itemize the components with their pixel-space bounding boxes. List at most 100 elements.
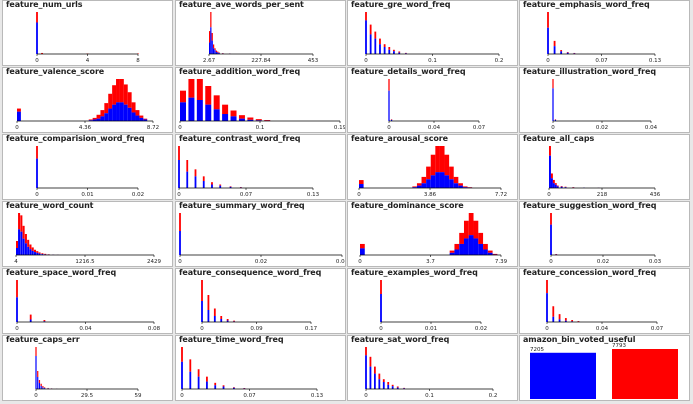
x-tick-label: 0: [15, 125, 19, 131]
bar-class1: [439, 146, 445, 173]
x-tick-label: 0.2: [489, 393, 498, 399]
bar-class1: [435, 146, 440, 173]
x-tick-label: 0.07: [243, 393, 256, 399]
bar-class1: [211, 33, 213, 41]
bar-class1: [416, 183, 422, 186]
bar-class0: [247, 119, 254, 121]
bar-class1: [41, 253, 44, 255]
x-tick-label: 0: [178, 125, 182, 131]
x-tick-label: 0: [545, 326, 549, 332]
chart-svg: 0 0.04 0.07: [545, 280, 664, 332]
bar-class1: [211, 182, 213, 185]
bar-class0: [378, 379, 381, 389]
bar-class0: [373, 373, 376, 389]
bar-class1: [38, 252, 41, 254]
bar-class0: [214, 50, 216, 54]
bar-class1: [558, 314, 561, 320]
x-tick-label: 0.02: [596, 125, 608, 131]
bar-class0: [44, 388, 46, 389]
bar-class1: [188, 79, 195, 98]
bar-class0: [36, 158, 38, 188]
class-count-bar: [530, 352, 596, 399]
x-tick-label: 0.02: [255, 259, 267, 265]
bar-class1: [560, 50, 563, 52]
bar-class1: [135, 110, 140, 116]
bar-class1: [123, 84, 128, 105]
bar-class0: [449, 252, 455, 255]
chart-svg: 0 0.04 0.07: [387, 79, 486, 131]
chart-panel-feature_gre_word_freq: feature_gre_word_freq 0 0.1 0.2: [347, 0, 518, 66]
bar-class1: [264, 120, 271, 121]
bar-class1: [181, 347, 183, 362]
bar-class1: [104, 103, 109, 114]
bar-class0: [554, 119, 557, 121]
x-tick-label: 0: [551, 125, 555, 131]
x-tick-label: 0: [34, 393, 38, 399]
bar-class1: [35, 347, 37, 356]
bar-class1: [365, 12, 367, 21]
bar-class0: [435, 172, 440, 188]
x-tick-label: 4: [14, 259, 18, 265]
bar-class1: [179, 213, 181, 231]
x-tick-label: 0: [364, 58, 368, 64]
x-tick-label: 0.07: [473, 125, 486, 131]
bar-class1: [42, 386, 44, 388]
chart-svg: 0 4 8: [35, 12, 140, 64]
x-tick-label: 0: [180, 393, 184, 399]
x-tick-label: 0.02: [132, 192, 144, 198]
x-tick-label: 453: [308, 58, 319, 64]
x-tick-label: 0.02: [475, 326, 487, 332]
chart-svg: 0 0.1 0.2: [364, 347, 498, 399]
chart-panel-feature_all_caps: feature_all_caps 0 218 436: [519, 134, 690, 200]
bar-class1: [552, 306, 555, 317]
chart-title: feature_contrast_word_freq: [179, 134, 301, 143]
chart-title: feature_sat_word_freq: [351, 335, 450, 344]
bar-class1: [390, 119, 393, 120]
bar-class0: [186, 171, 189, 188]
bar-class0: [222, 114, 229, 121]
bar-class1: [426, 166, 431, 180]
bar-class0: [360, 248, 365, 255]
chart-panel-feature_emphasis_word_freq: feature_emphasis_word_freq 0 0.07 0.13: [519, 0, 690, 66]
bar-class1: [143, 118, 148, 120]
bar-class1: [393, 49, 395, 52]
bar-class1: [380, 280, 382, 294]
class-count-bar: [612, 349, 678, 399]
x-tick-label: 2.67: [203, 58, 216, 64]
chart-panel-feature_caps_err: feature_caps_err 0 29.5 59: [2, 335, 173, 401]
bar-class0: [123, 104, 128, 121]
x-tick-label: 7.72: [495, 192, 507, 198]
bar-class1: [116, 79, 120, 103]
bar-class1: [112, 85, 117, 105]
chart-title: feature_emphasis_word_freq: [523, 0, 650, 9]
bar-class1: [24, 234, 27, 244]
bar-class1: [22, 225, 25, 239]
bar-class1: [202, 176, 205, 181]
chart-title: feature_suggestion_word_freq: [523, 201, 657, 210]
bar-class0: [468, 235, 474, 255]
bar-class0: [38, 253, 41, 255]
bar-class1: [233, 320, 235, 322]
chart-panel-amazon_bin_voted_useful: amazon_bin_voted_useful 7205 7793: [519, 335, 690, 401]
chart-title: feature_ave_words_per_sent: [179, 0, 304, 9]
bar-class1: [478, 232, 484, 244]
bar-class0: [211, 184, 213, 188]
bar-class1: [139, 115, 144, 118]
bar-class1: [92, 117, 97, 120]
bar-class1: [186, 160, 189, 172]
bar-class1: [564, 318, 567, 321]
bar-class0: [552, 316, 555, 322]
bar-class0: [369, 366, 372, 389]
bar-class1: [36, 251, 39, 253]
chart-panel-feature_illustration_word_freq: feature_illustration_word_freq 0 0.02 0.04: [519, 67, 690, 133]
bar-class0: [473, 238, 479, 255]
chart-title: feature_gre_word_freq: [351, 0, 451, 9]
bar-class0: [369, 34, 372, 54]
chart-svg: 0 3.86 7.72: [357, 146, 507, 198]
chart-panel-feature_details_word_freq: feature_details_word_freq 0 0.04 0.07: [347, 67, 518, 133]
bar-class0: [421, 183, 427, 188]
chart-svg: 0 4.36 8.72: [15, 79, 159, 131]
x-tick-label: 0: [178, 259, 182, 265]
x-tick-label: 2429: [147, 259, 161, 265]
bar-class0: [380, 294, 382, 322]
